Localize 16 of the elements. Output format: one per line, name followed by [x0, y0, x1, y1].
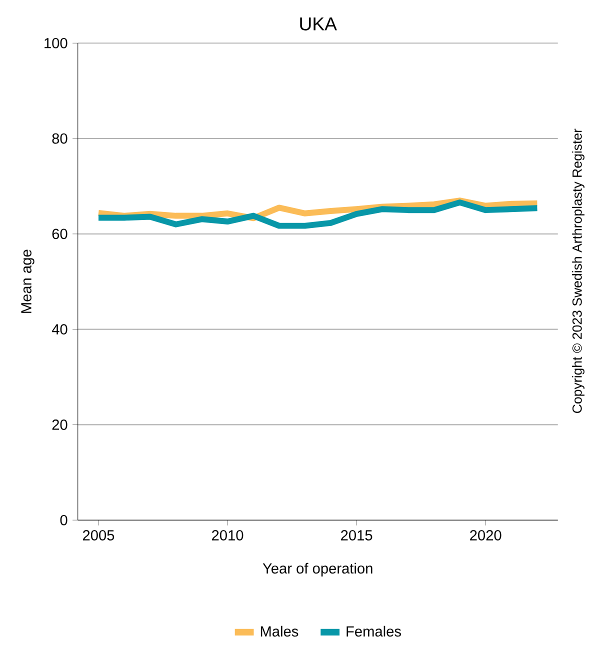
- x-tick-label: 2015: [341, 530, 372, 540]
- x-tick-label: 2020: [470, 530, 502, 540]
- x-axis-title: Year of operation: [262, 562, 372, 576]
- x-tick-label: 2010: [212, 530, 244, 540]
- x-tick-label: 2005: [82, 530, 114, 540]
- text: Copyright © 2023 Swedish Arthroplasty Register: [572, 128, 584, 413]
- y-tick-label: 60: [52, 228, 68, 240]
- legend-label: Females: [346, 626, 401, 637]
- legend-label: Males: [260, 626, 298, 637]
- y-axis-title: Mean age: [21, 250, 34, 313]
- y-tick-label: 80: [52, 133, 68, 144]
- chart-title: UKA: [300, 17, 337, 30]
- y-tick-label: 0: [60, 514, 68, 526]
- y-tick-label: 100: [44, 38, 68, 48]
- y-tick-label: 40: [52, 324, 68, 334]
- y-tick-label: 20: [52, 420, 68, 430]
